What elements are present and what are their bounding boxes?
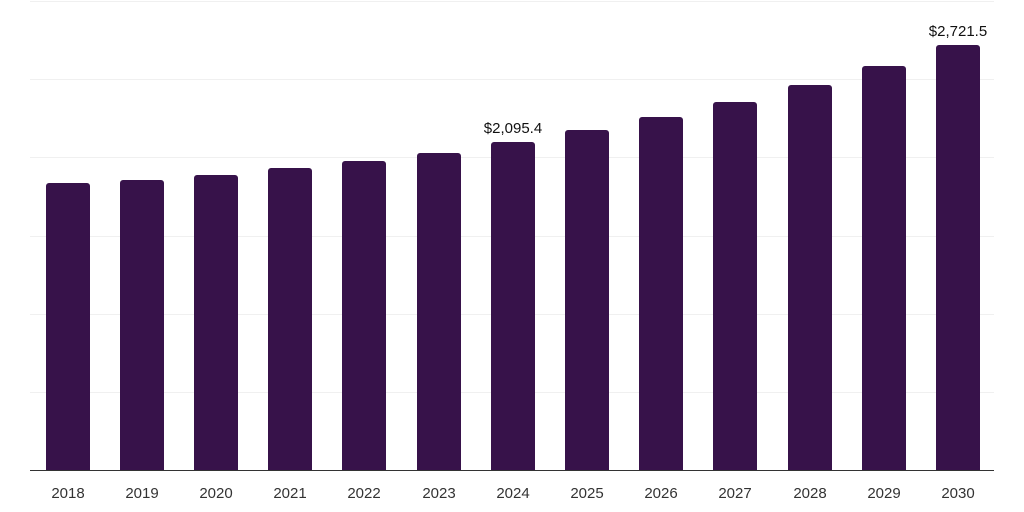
x-tick-label: 2025 (570, 485, 604, 502)
x-tick-label: 2027 (718, 485, 752, 502)
bar-2021[interactable] (268, 168, 312, 470)
bar-2018[interactable] (46, 183, 90, 470)
x-tick-label: 2024 (496, 485, 530, 502)
bar-2029[interactable] (862, 66, 906, 470)
bar-2025[interactable] (565, 130, 609, 470)
x-tick-label: 2029 (867, 485, 901, 502)
x-tick-label: 2021 (273, 485, 307, 502)
x-axis-line (30, 470, 994, 471)
bar-2026[interactable] (639, 117, 683, 470)
x-tick-label: 2023 (422, 485, 456, 502)
bar-2028[interactable] (788, 85, 832, 470)
bar-2019[interactable] (120, 180, 164, 470)
bar-2027[interactable] (713, 102, 757, 470)
bar-2024[interactable] (491, 142, 535, 470)
data-label-2024: $2,095.4 (483, 120, 543, 137)
bar-2020[interactable] (194, 175, 238, 470)
x-tick-label: 2020 (199, 485, 233, 502)
x-tick-label: 2028 (793, 485, 827, 502)
gridline (30, 79, 994, 80)
bar-2030[interactable] (936, 45, 980, 470)
x-tick-label: 2022 (347, 485, 381, 502)
bar-2023[interactable] (417, 153, 461, 470)
gridline (30, 1, 994, 2)
x-tick-label: 2019 (125, 485, 159, 502)
x-tick-label: 2026 (644, 485, 678, 502)
data-label-2030: $2,721.5 (928, 23, 988, 40)
bar-2022[interactable] (342, 161, 386, 470)
x-tick-label: 2018 (51, 485, 85, 502)
x-tick-label: 2030 (941, 485, 975, 502)
